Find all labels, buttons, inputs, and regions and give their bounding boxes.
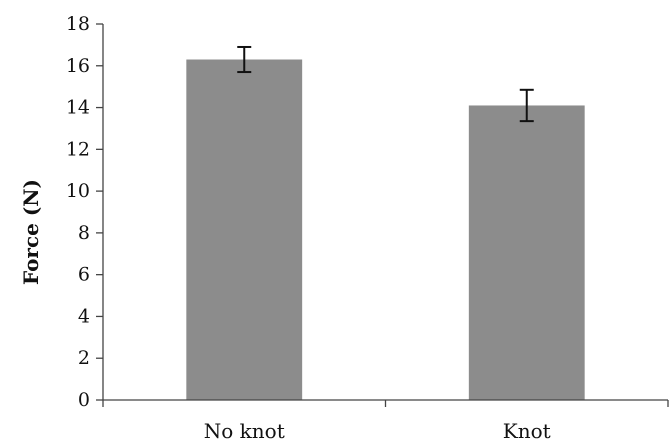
error-bars	[237, 45, 534, 123]
x-category-label: No knot	[204, 419, 285, 443]
x-category-label: Knot	[503, 419, 551, 443]
y-tick-label: 2	[78, 347, 90, 369]
y-tick-label: 14	[66, 97, 90, 119]
bar	[186, 59, 303, 401]
y-tick-label: 16	[66, 55, 90, 77]
y-tick-label: 10	[66, 180, 90, 202]
y-tick-label: 0	[78, 389, 90, 411]
x-axis-labels: No knot Knot	[204, 419, 551, 443]
y-tick-label: 8	[78, 222, 90, 244]
y-axis-title: Force (N)	[19, 179, 43, 285]
y-tick-label: 12	[66, 138, 90, 160]
bar	[468, 105, 585, 400]
bars	[102, 59, 669, 407]
y-tick-label: 6	[78, 264, 90, 286]
y-axis-ticks: 0 2 4 6 8 10 12 14 16 18	[66, 13, 103, 411]
y-tick-label: 18	[66, 13, 90, 35]
y-tick-label: 4	[78, 305, 90, 327]
